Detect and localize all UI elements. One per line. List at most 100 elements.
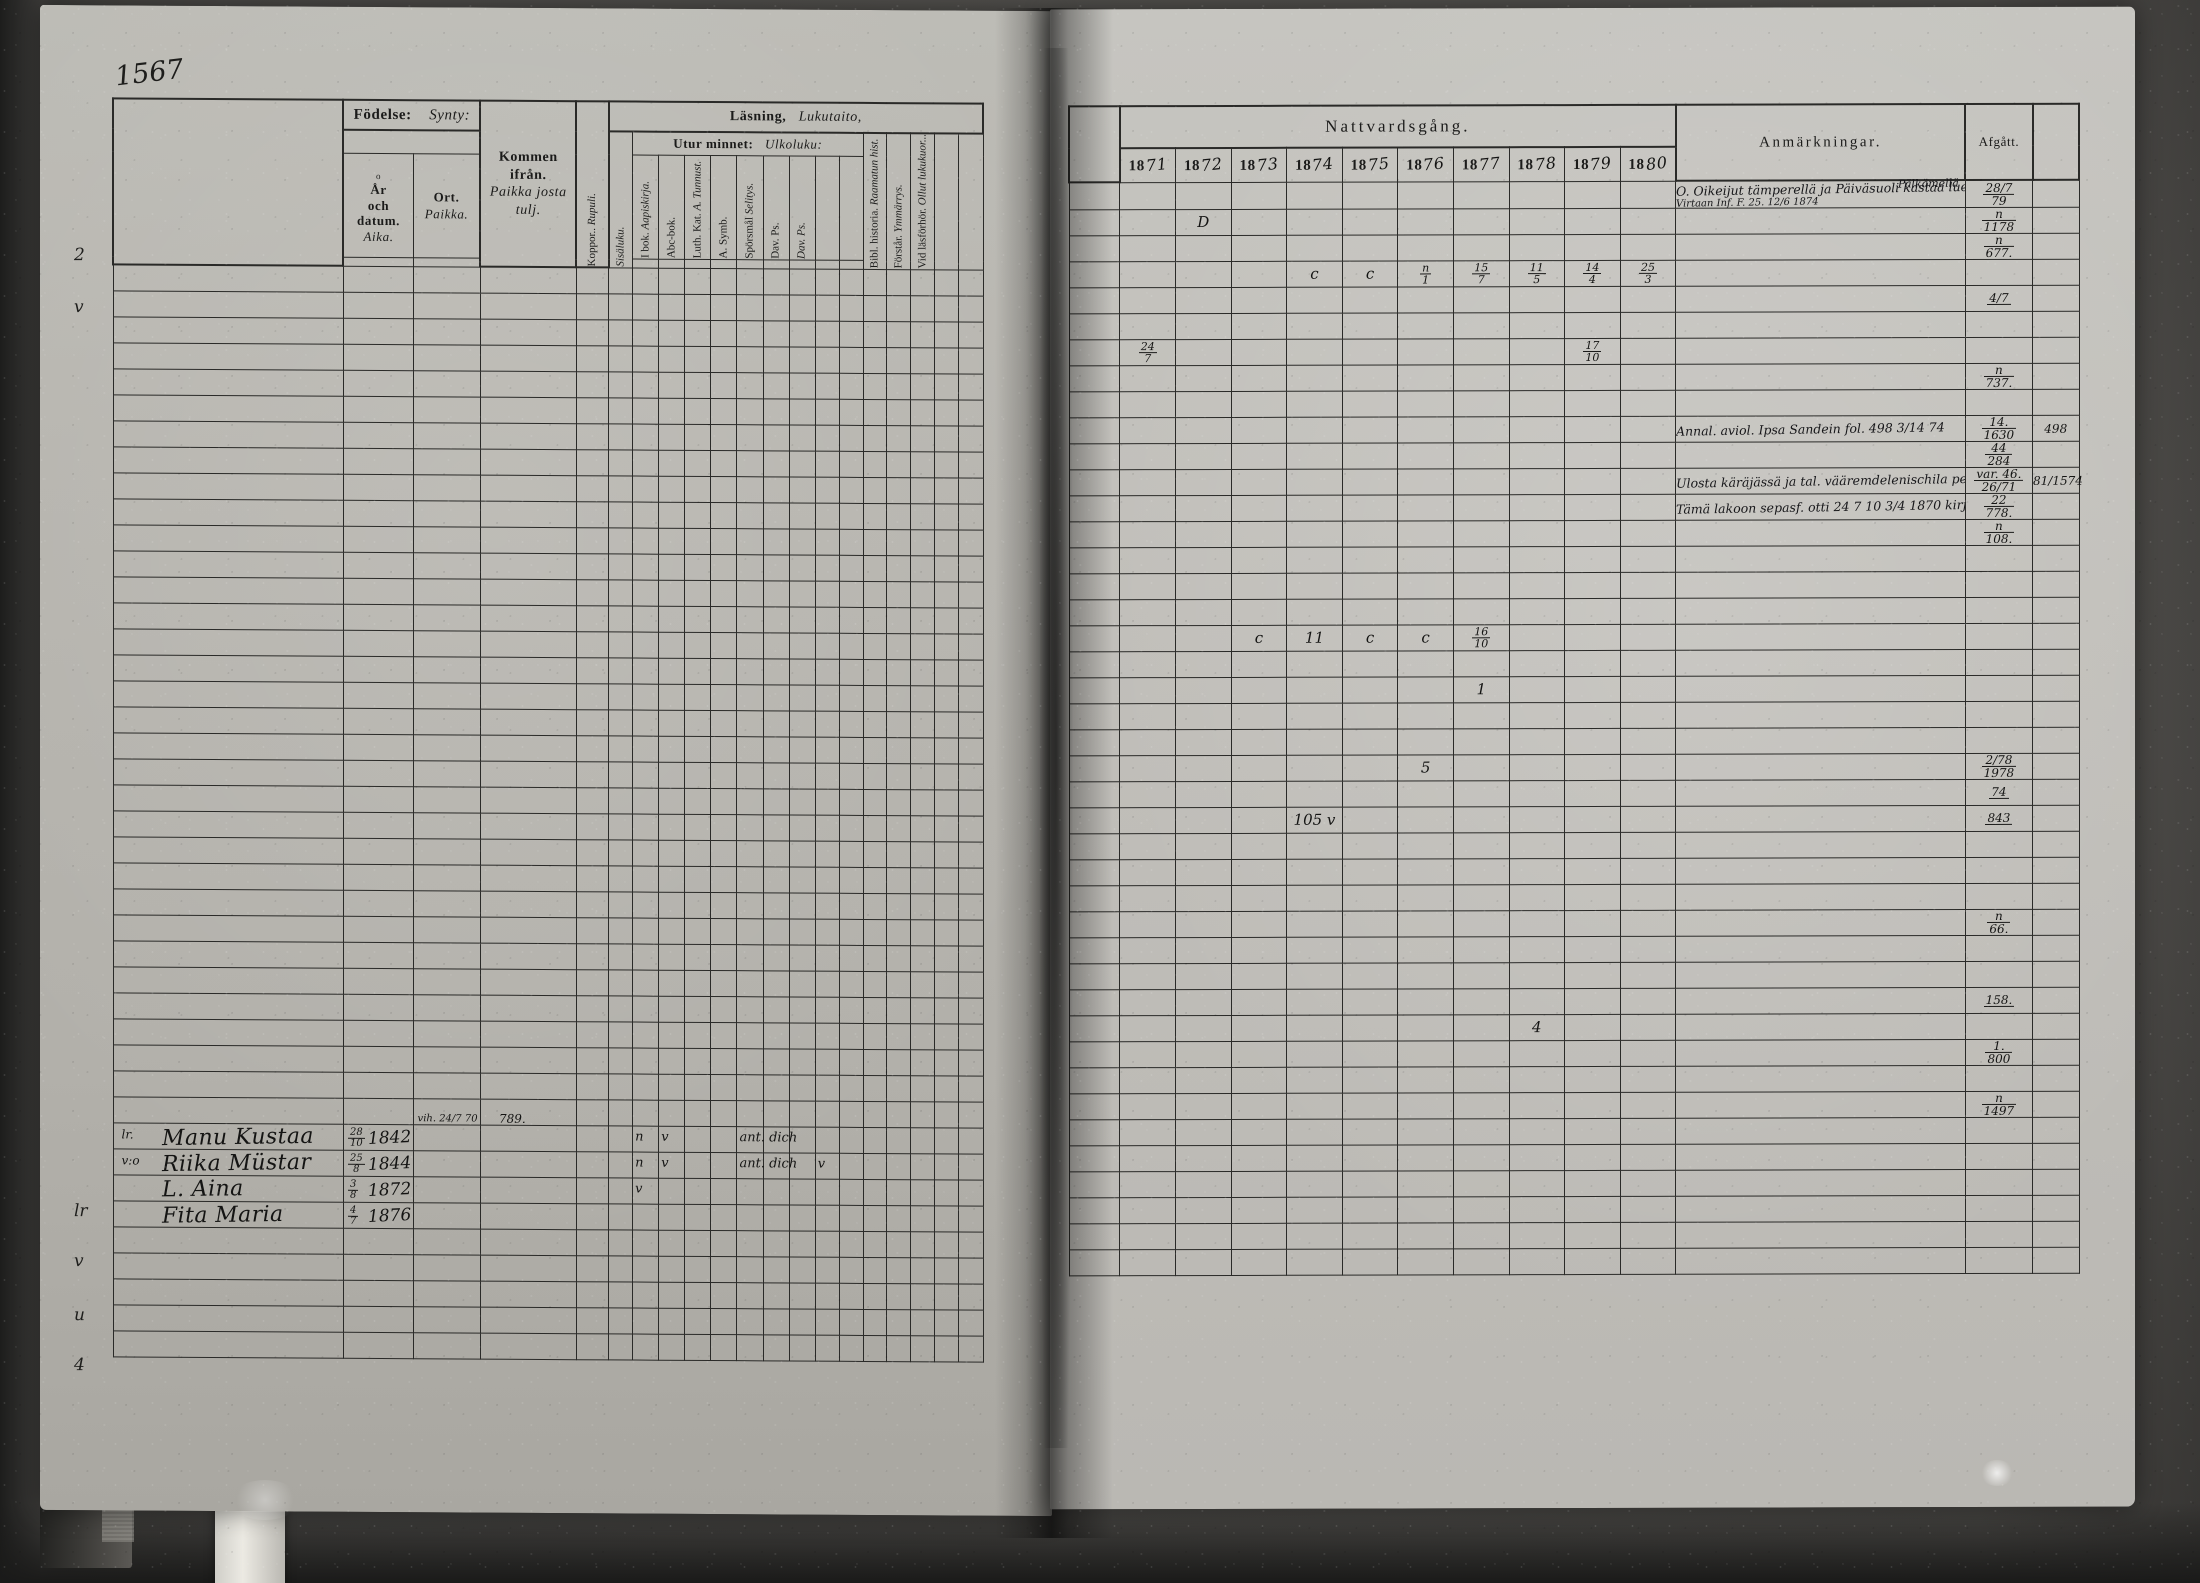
reading-mark-cell[interactable] [863, 373, 887, 400]
reading-mark-cell[interactable] [958, 711, 983, 738]
reading-mark-cell[interactable] [763, 450, 790, 477]
communion-cell-1878[interactable]: 4 [1509, 1014, 1565, 1041]
reading-mark-cell[interactable] [934, 555, 959, 582]
reading-mark-cell[interactable] [910, 529, 935, 556]
reading-mark-cell[interactable] [815, 632, 840, 659]
birth-date-cell[interactable] [343, 1227, 414, 1255]
remark-cell[interactable] [1675, 987, 1966, 1015]
name-cell[interactable] [113, 290, 344, 318]
table-row[interactable] [1069, 857, 2079, 886]
reading-mark-cell[interactable] [789, 320, 816, 347]
communion-cell-1875[interactable] [1342, 859, 1398, 886]
communion-cell-1872[interactable] [1175, 181, 1232, 210]
communion-cell-1873[interactable] [1231, 1145, 1287, 1172]
communion-cell-1878[interactable] [1509, 962, 1565, 989]
reading-mark-cell[interactable] [934, 919, 959, 946]
reading-mark-cell[interactable] [839, 1152, 864, 1180]
reading-mark-cell[interactable] [839, 1334, 864, 1362]
reading-mark-cell[interactable] [710, 606, 737, 633]
communion-cell-1871[interactable] [1119, 547, 1176, 574]
reading-mark-cell[interactable] [886, 789, 911, 816]
reading-mark-cell[interactable] [863, 1023, 887, 1050]
communion-cell-1875[interactable] [1342, 1145, 1398, 1172]
came-from-cell[interactable] [480, 474, 577, 502]
communion-cell-1878[interactable] [1509, 338, 1565, 365]
table-row[interactable] [1069, 1169, 2079, 1198]
reading-mark-cell[interactable] [736, 1178, 764, 1205]
communion-cell-1878[interactable] [1509, 208, 1565, 235]
reading-mark-cell[interactable] [934, 425, 959, 452]
reading-mark-cell[interactable] [910, 269, 935, 296]
reading-mark-cell[interactable] [886, 1153, 911, 1180]
birth-date-cell[interactable] [343, 785, 414, 813]
remark-cell[interactable] [1675, 1039, 1966, 1067]
reading-mark-cell[interactable] [763, 840, 790, 867]
reading-mark-cell[interactable] [684, 1126, 711, 1153]
reading-mark-cell[interactable] [763, 944, 790, 971]
came-from-cell[interactable] [480, 682, 577, 710]
came-from-cell[interactable] [480, 890, 577, 918]
reading-mark-cell[interactable] [886, 607, 911, 634]
reading-mark-cell[interactable] [608, 527, 633, 554]
reading-mark-cell[interactable] [886, 737, 911, 764]
communion-cell-1880[interactable] [1620, 858, 1676, 885]
departed-cell[interactable]: 4/7 [1965, 285, 2033, 312]
communion-cell-1877[interactable] [1453, 1092, 1509, 1119]
communion-cell-1872[interactable] [1175, 495, 1232, 522]
reading-mark-cell[interactable] [658, 995, 685, 1023]
communion-cell-1878[interactable] [1509, 442, 1565, 469]
reading-mark-cell[interactable] [632, 527, 659, 554]
name-cell[interactable] [113, 810, 344, 838]
departed-cell[interactable]: n 737. [1965, 363, 2033, 390]
reading-mark-cell[interactable] [684, 892, 711, 919]
remark-cell[interactable] [1675, 545, 1966, 573]
reading-mark-cell[interactable] [789, 554, 816, 581]
name-cell[interactable] [113, 550, 344, 578]
communion-cell-1871[interactable] [1119, 1145, 1176, 1172]
departed-cell[interactable] [1965, 675, 2033, 702]
departed-cell[interactable]: 28/7 79 [1965, 179, 2033, 208]
reading-mark-cell[interactable] [763, 658, 790, 685]
birth-date-cell[interactable] [343, 655, 414, 683]
communion-cell-1875[interactable] [1342, 1093, 1398, 1120]
reading-mark-cell[interactable] [886, 1283, 911, 1310]
departed-cell[interactable] [1965, 571, 2033, 598]
reading-mark-cell[interactable] [910, 399, 935, 426]
communion-cell-1872[interactable] [1175, 885, 1232, 912]
departed-cell[interactable]: n 1178 [1965, 207, 2033, 234]
reading-mark-cell[interactable] [886, 1309, 911, 1336]
reading-mark-cell[interactable] [886, 1205, 911, 1232]
communion-cell-1879[interactable] [1564, 1144, 1621, 1171]
reading-mark-cell[interactable] [910, 373, 935, 400]
communion-cell-1871[interactable] [1119, 625, 1176, 652]
birth-place-cell[interactable] [413, 812, 481, 839]
communion-cell-1872[interactable] [1175, 521, 1232, 548]
reading-mark-cell[interactable] [710, 840, 737, 867]
remark-cell[interactable] [1675, 389, 1966, 417]
reading-mark-cell[interactable] [608, 865, 633, 892]
reading-mark-cell[interactable] [684, 918, 711, 945]
communion-cell-1879[interactable] [1564, 832, 1621, 859]
table-row[interactable] [1069, 727, 2079, 756]
reading-mark-cell[interactable] [910, 1075, 935, 1102]
departed-cell[interactable] [1965, 1221, 2033, 1248]
smallpox-cell[interactable] [576, 1151, 609, 1178]
reading-mark-cell[interactable] [736, 1256, 764, 1283]
reading-mark-cell[interactable] [608, 475, 633, 502]
communion-cell-1872[interactable] [1175, 1119, 1232, 1146]
table-row[interactable]: 74 [1069, 779, 2079, 808]
communion-cell-1873[interactable] [1231, 1223, 1287, 1250]
name-cell[interactable] [113, 316, 344, 344]
reading-mark-cell[interactable] [710, 684, 737, 711]
reading-mark-cell[interactable] [736, 1048, 764, 1075]
reading-mark-cell[interactable] [815, 450, 840, 477]
communion-cell-1875[interactable] [1342, 365, 1398, 392]
reading-mark-cell[interactable] [863, 919, 887, 946]
reading-mark-cell[interactable] [934, 503, 959, 530]
communion-cell-1877[interactable] [1453, 832, 1509, 859]
name-cell[interactable] [113, 1252, 344, 1280]
reading-mark-cell[interactable] [910, 1153, 935, 1180]
reading-mark-cell[interactable] [736, 346, 764, 373]
communion-cell-1873[interactable] [1231, 1093, 1287, 1120]
reading-mark-cell[interactable] [763, 1152, 790, 1179]
